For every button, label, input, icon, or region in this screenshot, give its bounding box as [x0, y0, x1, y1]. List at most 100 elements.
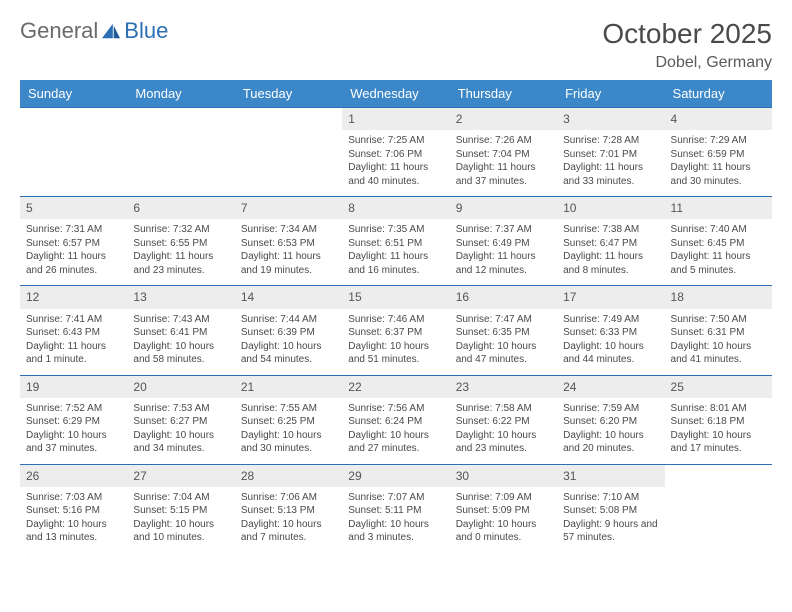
daylight-line: Daylight: 10 hours and 41 minutes. — [671, 340, 766, 367]
calendar-day-cell: 29Sunrise: 7:07 AMSunset: 5:11 PMDayligh… — [342, 464, 449, 553]
sunrise-line: Sunrise: 7:26 AM — [456, 134, 551, 148]
day-number: 27 — [127, 465, 234, 487]
sunset-line: Sunset: 5:13 PM — [241, 504, 336, 518]
calendar-day-cell: 12 Sunrise: 7:41 AMSunset: 6:43 PMDayligh… — [20, 286, 127, 375]
daylight-line: Daylight: 11 hours and 37 minutes. — [456, 161, 551, 188]
daylight-line: Daylight: 10 hours and 47 minutes. — [456, 340, 551, 367]
calendar-day-cell: 26Sunrise: 7:03 AMSunset: 5:16 PMDayligh… — [20, 464, 127, 553]
sunset-line: Sunset: 6:24 PM — [348, 415, 443, 429]
sunset-line: Sunset: 6:55 PM — [133, 237, 228, 251]
sunrise-line: Sunrise: 7:31 AM — [26, 223, 121, 237]
daylight-line: Daylight: 10 hours and 27 minutes. — [348, 429, 443, 456]
sunrise-line: Sunrise: 7:59 AM — [563, 402, 658, 416]
location-subtitle: Dobel, Germany — [602, 54, 772, 72]
sunrise-line: Sunrise: 7:55 AM — [241, 402, 336, 416]
day-number: 2 — [450, 108, 557, 130]
sunrise-line: Sunrise: 7:35 AM — [348, 223, 443, 237]
daylight-line: Daylight: 10 hours and 58 minutes. — [133, 340, 228, 367]
sunset-line: Sunset: 6:22 PM — [456, 415, 551, 429]
sunrise-line: Sunrise: 7:52 AM — [26, 402, 121, 416]
daylight-line: Daylight: 10 hours and 54 minutes. — [241, 340, 336, 367]
daylight-line: Daylight: 11 hours and 8 minutes. — [563, 250, 658, 277]
daylight-line: Daylight: 11 hours and 40 minutes. — [348, 161, 443, 188]
sunrise-line: Sunrise: 7:46 AM — [348, 313, 443, 327]
calendar-day-cell: 15Sunrise: 7:46 AMSunset: 6:37 PMDayligh… — [342, 286, 449, 375]
calendar-day-cell: 4Sunrise: 7:29 AMSunset: 6:59 PMDaylight… — [665, 108, 772, 197]
calendar-day-cell: 3Sunrise: 7:28 AMSunset: 7:01 PMDaylight… — [557, 108, 664, 197]
sunset-line: Sunset: 7:01 PM — [563, 148, 658, 162]
daylight-line: Daylight: 10 hours and 37 minutes. — [26, 429, 121, 456]
sunrise-line: Sunrise: 7:50 AM — [671, 313, 766, 327]
sunset-line: Sunset: 6:59 PM — [671, 148, 766, 162]
sunset-line: Sunset: 5:16 PM — [26, 504, 121, 518]
day-header: Wednesday — [342, 80, 449, 108]
daylight-line: Daylight: 11 hours and 19 minutes. — [241, 250, 336, 277]
calendar-day-cell: 24Sunrise: 7:59 AMSunset: 6:20 PMDayligh… — [557, 375, 664, 464]
calendar-day-cell: 13Sunrise: 7:43 AMSunset: 6:41 PMDayligh… — [127, 286, 234, 375]
sunrise-line: Sunrise: 7:44 AM — [241, 313, 336, 327]
calendar-day-cell — [20, 108, 127, 197]
sunrise-line: Sunrise: 7:07 AM — [348, 491, 443, 505]
sunrise-line: Sunrise: 8:01 AM — [671, 402, 766, 416]
sunrise-line: Sunrise: 7:03 AM — [26, 491, 121, 505]
calendar-day-cell: 18Sunrise: 7:50 AMSunset: 6:31 PMDayligh… — [665, 286, 772, 375]
sunset-line: Sunset: 5:08 PM — [563, 504, 658, 518]
sunrise-line: Sunrise: 7:10 AM — [563, 491, 658, 505]
sunset-line: Sunset: 6:43 PM — [26, 326, 121, 340]
calendar-week-row: 1Sunrise: 7:25 AMSunset: 7:06 PMDaylight… — [20, 108, 772, 197]
day-number: 9 — [450, 197, 557, 219]
day-number: 25 — [665, 376, 772, 398]
daylight-line: Daylight: 10 hours and 20 minutes. — [563, 429, 658, 456]
day-header: Tuesday — [235, 80, 342, 108]
sunrise-line: Sunrise: 7:47 AM — [456, 313, 551, 327]
calendar-week-row: 12Sunrise: 7:41 AMSunset: 6:43 PMDayligh… — [20, 286, 772, 375]
sunrise-line: Sunrise: 7:49 AM — [563, 313, 658, 327]
day-number: 12 — [20, 286, 127, 308]
day-header: Sunday — [20, 80, 127, 108]
sunrise-line: Sunrise: 7:34 AM — [241, 223, 336, 237]
day-number: 5 — [20, 197, 127, 219]
daylight-line: Daylight: 11 hours and 33 minutes. — [563, 161, 658, 188]
day-number: 21 — [235, 376, 342, 398]
title-block: October 2025 Dobel, Germany — [602, 18, 772, 72]
sunrise-line: Sunrise: 7:56 AM — [348, 402, 443, 416]
calendar-day-cell: 11Sunrise: 7:40 AMSunset: 6:45 PMDayligh… — [665, 197, 772, 286]
brand-logo: General Blue — [20, 18, 168, 44]
brand-sail-icon — [100, 22, 122, 40]
sunset-line: Sunset: 6:20 PM — [563, 415, 658, 429]
sunset-line: Sunset: 6:57 PM — [26, 237, 121, 251]
calendar-day-cell: 20Sunrise: 7:53 AMSunset: 6:27 PMDayligh… — [127, 375, 234, 464]
calendar-table: Sunday Monday Tuesday Wednesday Thursday… — [20, 80, 772, 553]
calendar-day-cell: 1Sunrise: 7:25 AMSunset: 7:06 PMDaylight… — [342, 108, 449, 197]
calendar-day-cell — [235, 108, 342, 197]
sunset-line: Sunset: 6:33 PM — [563, 326, 658, 340]
sunset-line: Sunset: 6:29 PM — [26, 415, 121, 429]
day-number: 10 — [557, 197, 664, 219]
sunrise-line: Sunrise: 7:32 AM — [133, 223, 228, 237]
sunrise-line: Sunrise: 7:41 AM — [26, 313, 121, 327]
calendar-day-cell: 28Sunrise: 7:06 AMSunset: 5:13 PMDayligh… — [235, 464, 342, 553]
day-header: Thursday — [450, 80, 557, 108]
daylight-line: Daylight: 10 hours and 34 minutes. — [133, 429, 228, 456]
daylight-line: Daylight: 11 hours and 1 minute. — [26, 340, 121, 367]
calendar-day-cell: 17 Sunrise: 7:49 AMSunset: 6:33 PMDayligh… — [557, 286, 664, 375]
sunset-line: Sunset: 6:47 PM — [563, 237, 658, 251]
day-number: 16 — [450, 286, 557, 308]
sunset-line: Sunset: 6:51 PM — [348, 237, 443, 251]
sunset-line: Sunset: 6:18 PM — [671, 415, 766, 429]
day-number: 6 — [127, 197, 234, 219]
sunset-line: Sunset: 5:15 PM — [133, 504, 228, 518]
calendar-day-cell: 7Sunrise: 7:34 AMSunset: 6:53 PMDaylight… — [235, 197, 342, 286]
calendar-day-cell: 22Sunrise: 7:56 AMSunset: 6:24 PMDayligh… — [342, 375, 449, 464]
sunset-line: Sunset: 6:45 PM — [671, 237, 766, 251]
day-header: Monday — [127, 80, 234, 108]
calendar-day-cell: 31Sunrise: 7:10 AMSunset: 5:08 PMDayligh… — [557, 464, 664, 553]
daylight-line: Daylight: 10 hours and 3 minutes. — [348, 518, 443, 545]
day-number: 17 — [557, 286, 664, 308]
daylight-line: Daylight: 10 hours and 44 minutes. — [563, 340, 658, 367]
calendar-day-cell: 2 Sunrise: 7:26 AMSunset: 7:04 PMDaylight… — [450, 108, 557, 197]
calendar-day-cell: 14Sunrise: 7:44 AMSunset: 6:39 PMDayligh… — [235, 286, 342, 375]
calendar-day-cell: 25Sunrise: 8:01 AMSunset: 6:18 PMDayligh… — [665, 375, 772, 464]
sunset-line: Sunset: 7:04 PM — [456, 148, 551, 162]
day-number: 3 — [557, 108, 664, 130]
